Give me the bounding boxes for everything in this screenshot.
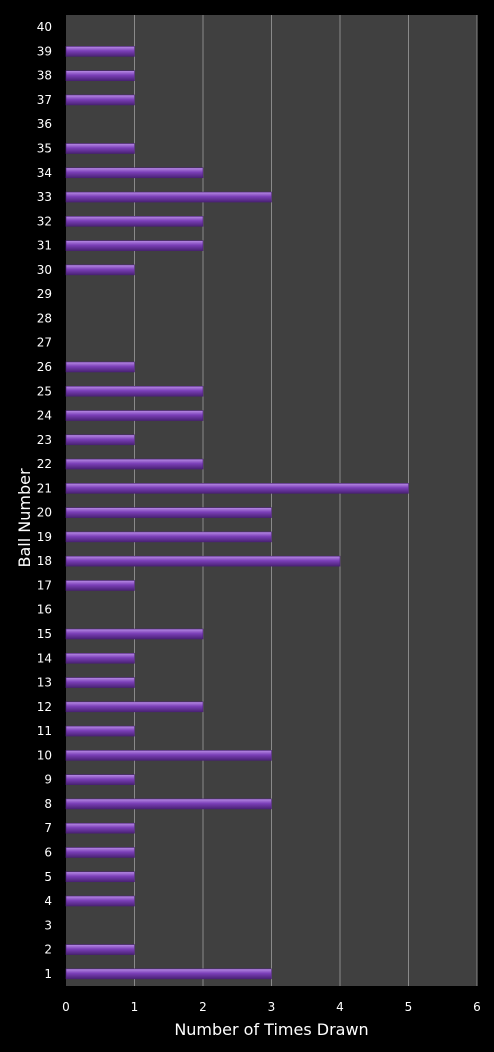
y-tick-label: 16 [37, 603, 52, 617]
bar-ball-32 [65, 216, 204, 227]
bar-ball-30 [65, 264, 135, 276]
y-tick-label: 27 [37, 336, 52, 350]
bar-ball-31 [65, 240, 204, 251]
y-tick-label: 2 [44, 943, 52, 957]
y-axis-title: Ball Number [15, 468, 34, 567]
bar-ball-15 [65, 628, 204, 640]
y-tick-label: 30 [37, 263, 52, 277]
bar-ball-18 [65, 555, 341, 567]
y-tick-label: 6 [44, 845, 52, 859]
y-tick-label: 12 [37, 700, 52, 714]
bar-ball-24 [65, 410, 204, 421]
x-tick-label: 2 [199, 1000, 207, 1014]
x-tick-label: 6 [473, 1000, 481, 1014]
bar-ball-20 [65, 507, 272, 518]
y-tick-label: 23 [37, 433, 52, 447]
bar-ball-12 [65, 701, 204, 713]
bar-ball-37 [65, 94, 135, 106]
bar-ball-17 [65, 580, 135, 591]
y-tick-label: 3 [44, 918, 52, 932]
bar-ball-10 [65, 750, 272, 761]
bar-ball-33 [65, 191, 272, 203]
y-tick-label: 25 [37, 384, 52, 398]
bar-ball-1 [65, 968, 272, 980]
bar-ball-23 [65, 434, 135, 446]
bar-ball-8 [65, 798, 272, 810]
bar-ball-26 [65, 361, 135, 373]
x-tick-label: 5 [405, 1000, 413, 1014]
y-tick-label: 7 [44, 821, 52, 835]
bar-ball-11 [65, 725, 135, 737]
y-tick-label: 29 [37, 287, 52, 301]
y-tick-label: 17 [37, 578, 52, 592]
bar-ball-39 [65, 46, 135, 57]
x-tick-label: 4 [336, 1000, 344, 1014]
y-tick-labels: 1234567891011121314151617181920212223242… [37, 20, 52, 981]
y-tick-label: 40 [37, 20, 52, 34]
bar-ball-19 [65, 531, 272, 543]
y-tick-label: 31 [37, 239, 52, 253]
bar-ball-22 [65, 458, 204, 470]
bar-ball-13 [65, 677, 135, 688]
y-tick-label: 11 [37, 724, 52, 738]
y-tick-label: 36 [37, 117, 52, 131]
y-tick-label: 34 [37, 166, 52, 180]
x-tick-label: 0 [62, 1000, 70, 1014]
y-tick-label: 22 [37, 457, 52, 471]
y-tick-label: 18 [37, 554, 52, 568]
y-tick-label: 37 [37, 93, 52, 107]
bar-ball-9 [65, 774, 135, 785]
y-tick-label: 19 [37, 530, 52, 544]
y-tick-label: 26 [37, 360, 52, 374]
y-tick-label: 13 [37, 676, 52, 690]
bar-ball-38 [65, 70, 135, 81]
y-tick-label: 20 [37, 506, 52, 520]
bar-ball-4 [65, 895, 135, 907]
y-tick-label: 10 [37, 748, 52, 762]
y-tick-label: 15 [37, 627, 52, 641]
y-tick-label: 32 [37, 214, 52, 228]
x-tick-label: 1 [131, 1000, 139, 1014]
y-tick-label: 21 [37, 481, 52, 495]
bar-ball-25 [65, 385, 204, 397]
bar-ball-34 [65, 167, 204, 179]
y-tick-label: 35 [37, 142, 52, 156]
y-tick-label: 38 [37, 69, 52, 83]
y-tick-label: 5 [44, 870, 52, 884]
y-tick-label: 9 [44, 773, 52, 787]
y-tick-label: 1 [44, 967, 52, 981]
y-tick-label: 14 [37, 651, 52, 665]
y-tick-label: 39 [37, 44, 52, 58]
bar-ball-2 [65, 944, 135, 955]
bars [65, 46, 409, 980]
bar-ball-6 [65, 847, 135, 858]
y-tick-label: 28 [37, 311, 52, 325]
y-tick-label: 24 [37, 409, 52, 423]
bar-ball-5 [65, 871, 135, 883]
y-tick-label: 4 [44, 894, 52, 908]
bar-ball-35 [65, 143, 135, 154]
y-tick-label: 8 [44, 797, 52, 811]
bar-ball-21 [65, 483, 409, 494]
bar-ball-14 [65, 652, 135, 664]
x-axis-title: Number of Times Drawn [174, 1020, 368, 1039]
bar-ball-7 [65, 822, 135, 834]
x-tick-labels: 0 1 2 3 4 5 6 [62, 1000, 481, 1014]
x-tick-label: 3 [268, 1000, 276, 1014]
y-tick-label: 33 [37, 190, 52, 204]
